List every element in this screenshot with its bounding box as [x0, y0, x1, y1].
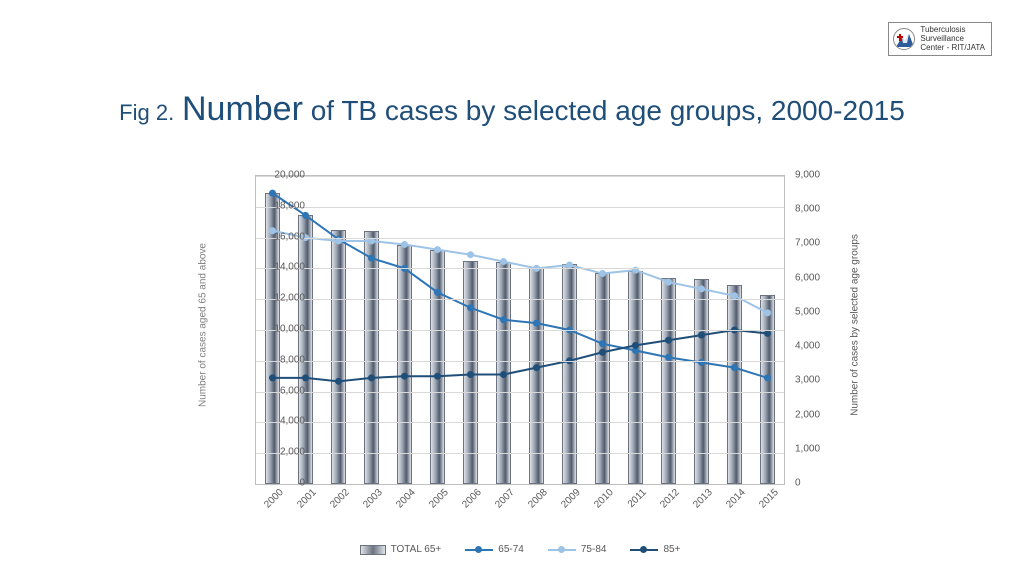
line-marker: [269, 190, 276, 197]
line-marker: [731, 364, 738, 371]
right-ytick: 2,000: [795, 409, 820, 420]
line-marker: [599, 270, 606, 277]
right-axis-label: Number of cases by selected age groups: [850, 234, 861, 416]
line-marker: [533, 364, 540, 371]
right-ytick: 9,000: [795, 170, 820, 181]
line-marker: [467, 251, 474, 258]
xtick: 2007: [480, 487, 516, 523]
line-marker: [467, 371, 474, 378]
line-marker: [665, 279, 672, 286]
title-rest: of TB cases by selected age groups, 2000…: [303, 95, 905, 126]
left-ytick: 8,000: [280, 354, 305, 365]
legend-item-total: TOTAL 65+: [360, 544, 442, 555]
xtick: 2002: [315, 487, 351, 523]
fig-number: Fig 2.: [119, 100, 174, 125]
legend-item-65-74: 65-74: [465, 544, 524, 555]
right-ytick: 6,000: [795, 272, 820, 283]
left-ytick: 6,000: [280, 385, 305, 396]
left-ytick: 4,000: [280, 416, 305, 427]
legend-label-85: 85+: [663, 544, 680, 555]
line-marker: [434, 246, 441, 253]
left-ytick: 10,000: [274, 324, 305, 335]
line-marker: [434, 289, 441, 296]
logo-line3: Center - RIT/JATA: [920, 44, 985, 53]
line-marker: [599, 349, 606, 356]
xtick: 2012: [645, 487, 681, 523]
legend: TOTAL 65+ 65-74 75-84 85+: [195, 544, 845, 555]
right-ytick: 7,000: [795, 238, 820, 249]
right-ytick: 0: [795, 478, 801, 489]
legend-swatch-bar: [360, 545, 386, 555]
line-marker: [500, 316, 507, 323]
line-marker: [632, 342, 639, 349]
right-ytick: 1,000: [795, 443, 820, 454]
right-ytick: 4,000: [795, 341, 820, 352]
logo-mark: [893, 28, 915, 50]
legend-label-65-74: 65-74: [498, 544, 524, 555]
line-marker: [434, 373, 441, 380]
right-ytick: 5,000: [795, 306, 820, 317]
xtick: 2008: [513, 487, 549, 523]
xtick: 2001: [282, 487, 318, 523]
line-marker: [599, 340, 606, 347]
legend-item-75-84: 75-84: [548, 544, 607, 555]
line-marker: [368, 374, 375, 381]
xtick: 2013: [678, 487, 714, 523]
left-ytick: 20,000: [274, 170, 305, 181]
left-ytick: 12,000: [274, 293, 305, 304]
legend-swatch-line-2: [548, 549, 576, 551]
legend-label-total: TOTAL 65+: [391, 544, 442, 555]
xtick: 2003: [348, 487, 384, 523]
xtick: 2005: [414, 487, 450, 523]
xtick: 2006: [447, 487, 483, 523]
legend-item-85: 85+: [630, 544, 680, 555]
line-marker: [401, 241, 408, 248]
line-marker: [302, 374, 309, 381]
right-ytick: 3,000: [795, 375, 820, 386]
org-logo-box: Tuberculosis Surveillance Center - RIT/J…: [888, 22, 992, 56]
line-marker: [533, 320, 540, 327]
legend-swatch-line-3: [630, 549, 658, 551]
line-marker: [698, 332, 705, 339]
plot-area: [255, 175, 785, 485]
line-marker: [500, 371, 507, 378]
figure-title: Fig 2. Number of TB cases by selected ag…: [0, 90, 1024, 129]
left-ytick: 18,000: [274, 200, 305, 211]
right-ytick: 8,000: [795, 204, 820, 215]
chart-container: Number of cases aged 65 and above Number…: [195, 165, 845, 525]
xtick: 2015: [744, 487, 780, 523]
line-marker: [665, 337, 672, 344]
left-axis-label: Number of cases aged 65 and above: [198, 243, 209, 407]
left-ytick: 0: [299, 478, 305, 489]
line-marker: [764, 374, 771, 381]
title-emphasis: Number: [182, 90, 303, 128]
legend-label-75-84: 75-84: [581, 544, 607, 555]
xtick: 2010: [579, 487, 615, 523]
legend-swatch-line-1: [465, 549, 493, 551]
line-marker: [335, 378, 342, 385]
line-marker: [764, 309, 771, 316]
line-marker: [467, 304, 474, 311]
line-marker: [500, 258, 507, 265]
line-marker: [368, 255, 375, 262]
line-marker: [302, 212, 309, 219]
line-series: [273, 330, 768, 381]
xtick: 2014: [711, 487, 747, 523]
logo-text: Tuberculosis Surveillance Center - RIT/J…: [920, 26, 985, 52]
xtick: 2004: [381, 487, 417, 523]
left-ytick: 14,000: [274, 262, 305, 273]
line-series: [273, 193, 768, 378]
xtick: 2011: [612, 487, 648, 523]
line-marker: [269, 374, 276, 381]
xtick: 2009: [546, 487, 582, 523]
left-ytick: 2,000: [280, 447, 305, 458]
line-marker: [698, 285, 705, 292]
left-ytick: 16,000: [274, 231, 305, 242]
xtick: 2000: [249, 487, 285, 523]
line-marker: [401, 373, 408, 380]
